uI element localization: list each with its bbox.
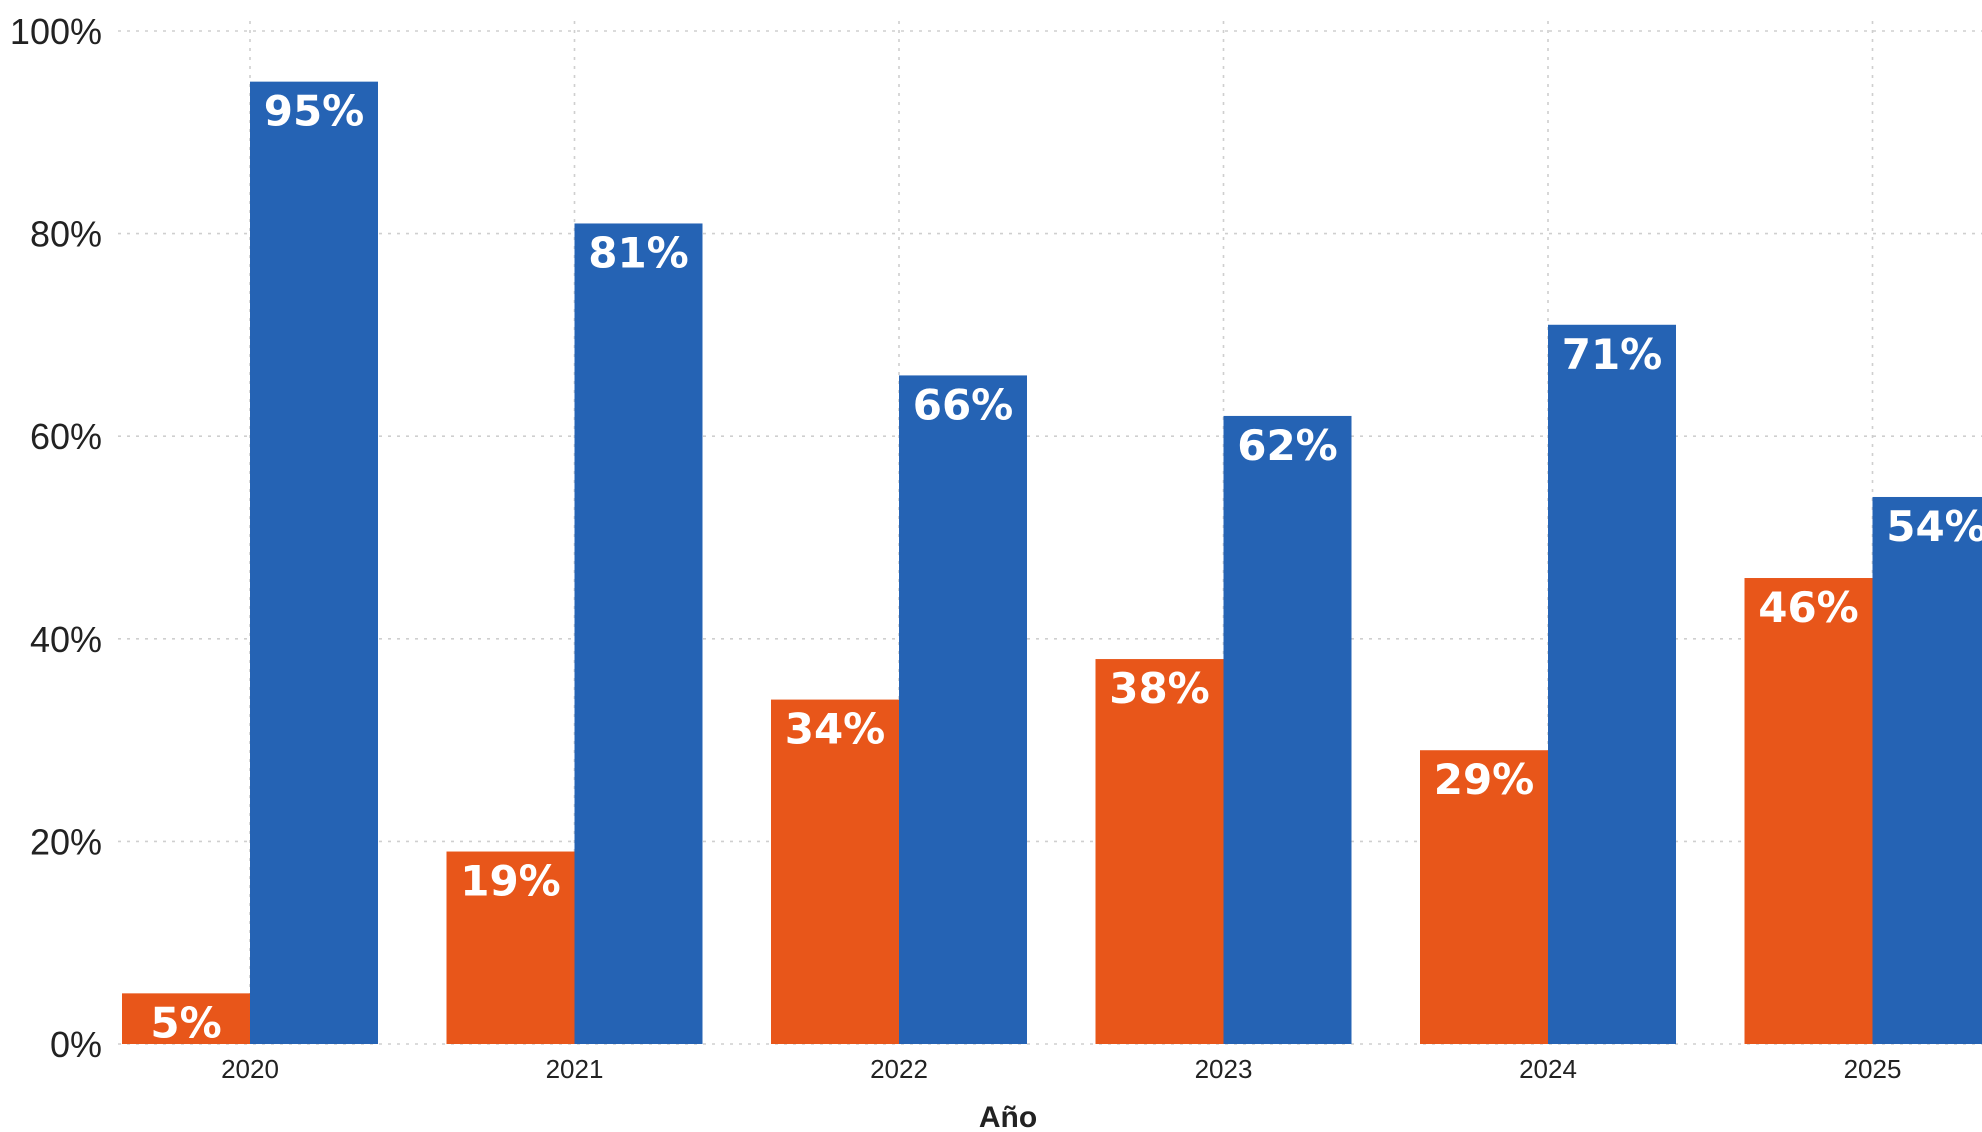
y-tick-label: 60% <box>30 416 102 457</box>
bar-value-label: 38% <box>1109 664 1210 713</box>
y-tick-label: 20% <box>30 821 102 862</box>
bar-value-label: 95% <box>264 87 365 136</box>
bar-series-1-2020 <box>122 993 250 1044</box>
bar-value-label: 29% <box>1434 755 1535 804</box>
bar-series-1-2023 <box>1095 659 1224 1044</box>
gridlines <box>118 21 1982 1045</box>
bar-value-label: 19% <box>460 857 561 906</box>
bar-series-2-2023 <box>1223 415 1352 1044</box>
bar-value-label: 81% <box>588 228 689 277</box>
bar-value-label: 62% <box>1237 421 1338 470</box>
y-tick-label: 0% <box>50 1024 102 1065</box>
bar-series-1-2022 <box>771 699 899 1044</box>
bar-value-label: 46% <box>1758 583 1859 632</box>
bar-series-2-2020 <box>250 81 378 1044</box>
bars <box>122 81 1982 1045</box>
bar-series-2-2024 <box>1548 324 1676 1044</box>
bar-series-1-2021 <box>446 851 575 1044</box>
x-axis-title: Año <box>979 1101 1037 1132</box>
x-tick-label: 2024 <box>1519 1054 1577 1084</box>
y-tick-label: 100% <box>10 11 102 52</box>
bar-series-2-2025 <box>1872 496 1982 1045</box>
bar-series-2-2021 <box>574 223 703 1045</box>
bar-value-label: 66% <box>913 380 1014 429</box>
y-axis: 0% 20% 40% 60% 80% 100% <box>10 11 102 1065</box>
bar-series-1-2025 <box>1744 578 1873 1044</box>
x-tick-label: 2022 <box>870 1054 928 1084</box>
x-tick-label: 2025 <box>1844 1054 1902 1084</box>
x-tick-label: 2020 <box>221 1054 279 1084</box>
y-tick-label: 40% <box>30 619 102 660</box>
bar-series-2-2022 <box>899 375 1027 1044</box>
bar-value-label: 5% <box>150 998 221 1047</box>
x-tick-label: 2021 <box>546 1054 604 1084</box>
x-axis: 2020 2021 2022 2023 2024 2025 <box>221 1054 1901 1084</box>
bar-value-label: 71% <box>1562 330 1663 379</box>
bar-value-label: 54% <box>1886 502 1982 551</box>
bar-series-1-2024 <box>1420 750 1548 1044</box>
x-tick-label: 2023 <box>1195 1054 1253 1084</box>
bar-value-label: 34% <box>785 705 886 754</box>
y-tick-label: 80% <box>30 214 102 255</box>
bar-value-labels: 5% 95% 19% 81% 34% 66% 38% 62% 29% 71% 46% 54% <box>150 87 1982 1048</box>
